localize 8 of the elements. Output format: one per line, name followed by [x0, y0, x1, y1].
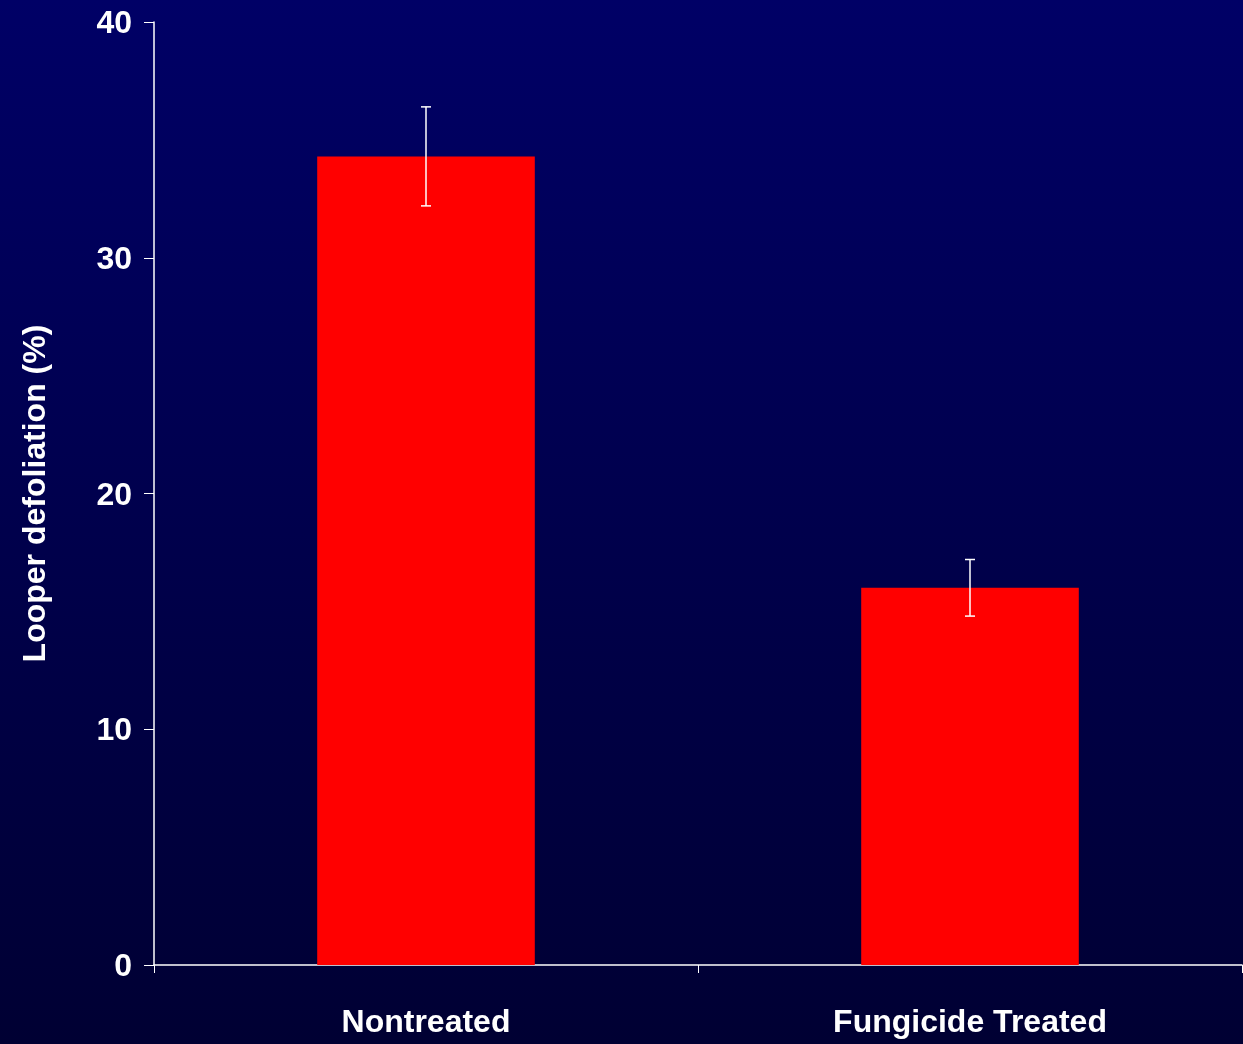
y-tick-label: 40: [96, 4, 132, 40]
y-tick-label: 10: [96, 711, 132, 748]
y-tick-label: 30: [96, 239, 132, 276]
y-tick-label: 20: [96, 475, 132, 512]
x-tick-label: Fungicide Treated: [833, 1003, 1107, 1039]
x-tick-label: Nontreated: [341, 1003, 511, 1039]
y-tick-label: 0: [114, 947, 132, 983]
y-axis-title: Looper defoliation (%): [16, 324, 52, 663]
